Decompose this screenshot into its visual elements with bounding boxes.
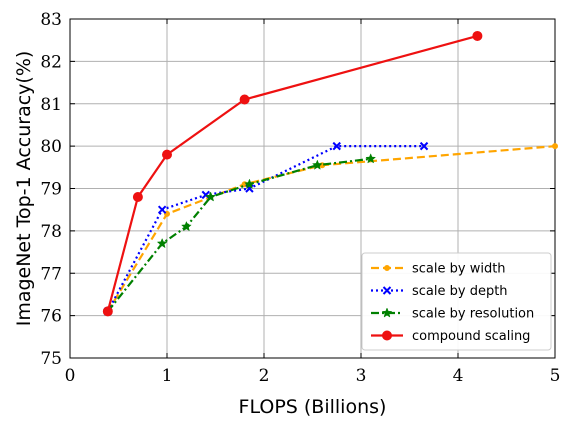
x-tick-label: 3 [356, 366, 367, 386]
series-line [106, 145, 425, 312]
x-tick-label: 5 [550, 366, 561, 386]
legend-label: compound scaling [412, 329, 530, 344]
data-point [552, 143, 558, 150]
legend-marker [381, 307, 393, 318]
data-point [239, 94, 250, 105]
x-tick-label: 4 [453, 366, 464, 386]
y-tick-label: 81 [40, 95, 62, 115]
x-tick-label: 1 [162, 366, 173, 386]
y-tick-label: 77 [40, 264, 62, 284]
data-point [162, 149, 172, 160]
x-tick-label: 2 [259, 366, 270, 386]
x-tick-label: 0 [65, 366, 76, 386]
data-point [157, 205, 167, 214]
legend-entry: scale by resolution [371, 307, 534, 322]
data-point [472, 30, 483, 41]
data-point [311, 159, 323, 170]
series-scale-by-resolution [102, 153, 377, 316]
data-point [332, 141, 341, 151]
data-point [419, 141, 429, 151]
series-group [102, 30, 558, 317]
legend-marker [384, 265, 390, 271]
y-tick-label: 79 [40, 180, 62, 200]
data-point [156, 237, 168, 249]
legend-marker [382, 330, 392, 341]
legend: scale by width scale by depth scale by res… [361, 252, 552, 351]
legend-entry: compound scaling [371, 329, 530, 344]
legend-marker [382, 286, 392, 295]
legend-label: scale by depth [412, 284, 508, 299]
data-point [132, 191, 143, 202]
x-axis-title: FLOPS (Billions) [239, 396, 387, 418]
legend-entry: scale by width [371, 262, 506, 277]
y-tick-label: 80 [40, 137, 62, 157]
legend-entry: scale by depth [371, 284, 508, 299]
data-point [181, 220, 192, 232]
series-compound-scaling [102, 30, 483, 317]
data-point [365, 153, 377, 164]
y-tick-label: 75 [40, 349, 62, 369]
data-point [205, 191, 217, 202]
data-point [102, 306, 113, 317]
y-tick-label: 76 [40, 307, 62, 327]
legend-label: scale by resolution [412, 307, 534, 322]
y-tick-label: 83 [40, 10, 62, 30]
y-axis-title: ImageNet Top-1 Accuracy(%) [13, 51, 35, 327]
legend-box [361, 252, 552, 351]
y-tick-label: 78 [40, 222, 62, 242]
axes: 0 1 2 3 4 5 75 76 77 78 79 80 81 82 83 [40, 10, 560, 386]
data-point [244, 178, 255, 189]
y-tick-label: 82 [40, 52, 62, 72]
legend-label: scale by width [412, 262, 506, 277]
